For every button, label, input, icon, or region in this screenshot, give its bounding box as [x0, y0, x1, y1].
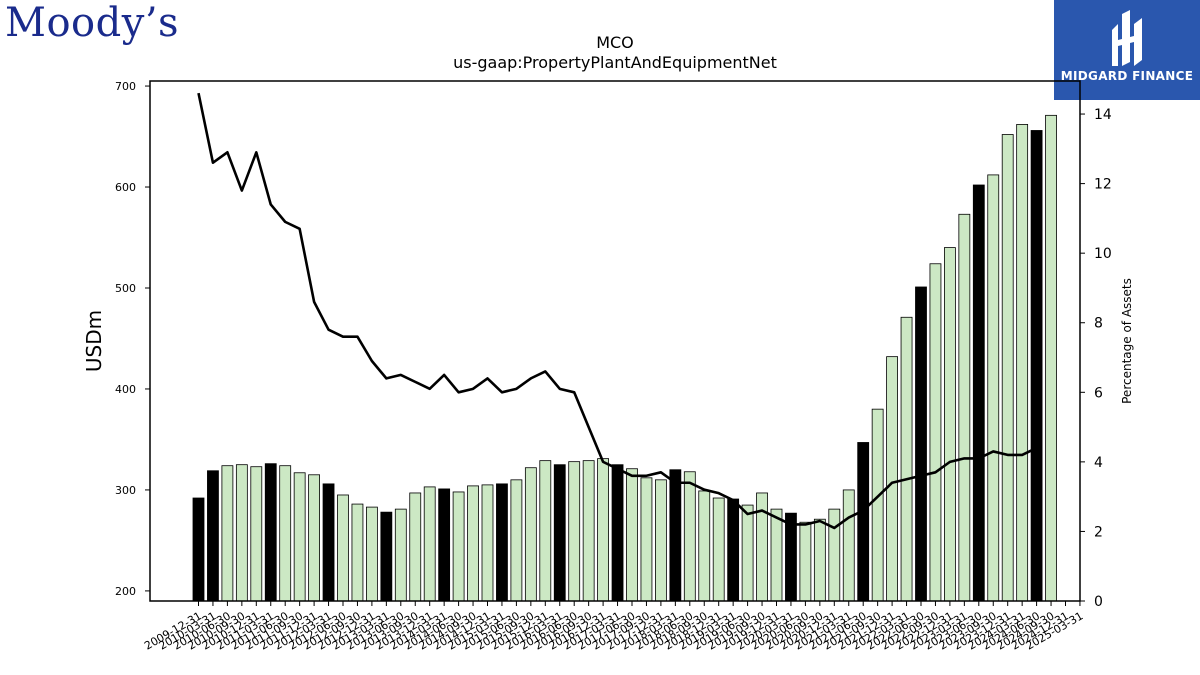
bar: [308, 474, 321, 602]
bar: [1001, 134, 1014, 602]
bar: [582, 460, 595, 602]
bar: [944, 247, 956, 602]
bar: [958, 213, 971, 602]
bar: [394, 508, 407, 602]
y-axis: 200 300 400 500 600 700: [115, 80, 150, 598]
bar: [481, 484, 494, 602]
bar: [438, 488, 451, 602]
y-tick-label: 300: [115, 484, 136, 497]
bar: [712, 497, 725, 602]
midgard-finance-logo: MIDGARD FINANCE: [1054, 0, 1200, 100]
bar: [669, 469, 682, 602]
bar: [322, 483, 335, 602]
midgard-finance-text: MIDGARD FINANCE: [1060, 69, 1194, 83]
bar: [813, 518, 826, 602]
bar: [423, 486, 436, 602]
y2-tick-label: 6: [1094, 385, 1103, 401]
bar: [221, 465, 234, 602]
bar: [192, 497, 205, 602]
y2-tick-label: 14: [1094, 107, 1112, 123]
bar: [871, 408, 884, 602]
bar: [496, 483, 508, 602]
y2-axis-label: Percentage of Assets: [1120, 278, 1134, 404]
percentage-line: [197, 92, 1038, 530]
bar: [741, 504, 754, 602]
bar: [380, 511, 393, 602]
bar: [279, 465, 292, 602]
y-tick-label: 700: [115, 80, 136, 93]
y2-tick-label: 2: [1094, 524, 1103, 540]
moodys-logo-text: Moody’s: [5, 0, 180, 46]
bar: [626, 468, 638, 602]
y-tick-label: 500: [115, 282, 136, 295]
bar: [683, 471, 696, 602]
bar: [250, 466, 263, 602]
x-axis: 2009-12-312010-03-312010-06-302010-09-30…: [142, 601, 1085, 653]
bar: [264, 463, 277, 602]
bar: [207, 470, 219, 602]
chart-subtitle: us-gaap:PropertyPlantAndEquipmentNet: [453, 53, 777, 72]
y-tick-label: 200: [115, 585, 136, 598]
bar: [597, 458, 609, 602]
bar: [915, 286, 927, 602]
bar: [568, 461, 581, 602]
line-group: [197, 92, 1038, 530]
y2-tick-label: 4: [1094, 455, 1103, 471]
midgard-emblem-icon: [1112, 10, 1142, 66]
bar: [929, 263, 942, 602]
bar: [640, 477, 653, 602]
bar: [987, 174, 1000, 602]
bar: [756, 492, 768, 602]
y-axis-label: USDm: [82, 310, 106, 372]
y-tick-label: 600: [115, 181, 136, 194]
chart-title: MCO: [596, 33, 634, 52]
bar: [770, 508, 783, 602]
y2-tick-label: 12: [1094, 177, 1112, 193]
bar: [539, 460, 552, 602]
bar: [524, 467, 537, 602]
moodys-logo: Moody’s: [5, 0, 179, 46]
y-tick-label: 400: [115, 383, 136, 396]
bar: [510, 479, 523, 602]
y2-axis: 0 2 4 6 8 10 12 14: [1080, 107, 1112, 610]
bar: [698, 490, 711, 602]
bar: [1030, 130, 1043, 602]
bar: [452, 491, 465, 602]
bar: [785, 512, 797, 602]
bar: [467, 485, 479, 602]
bar: [886, 356, 898, 602]
bar: [799, 521, 812, 602]
bar: [1016, 124, 1029, 602]
y2-tick-label: 8: [1094, 316, 1103, 332]
bar: [655, 479, 667, 602]
bar: [365, 506, 378, 602]
bar: [293, 472, 306, 602]
bar: [842, 489, 855, 602]
bar: [1045, 114, 1057, 602]
bar: [900, 316, 913, 602]
y2-tick-label: 0: [1094, 594, 1103, 610]
bar: [611, 464, 624, 602]
bar: [235, 464, 248, 602]
plot-frame: [149, 80, 1081, 602]
bar: [553, 464, 566, 602]
bars-group: [192, 114, 1057, 602]
bar: [972, 184, 985, 602]
y2-tick-label: 10: [1094, 246, 1112, 262]
bar: [828, 508, 841, 602]
bar: [409, 492, 422, 602]
bar: [857, 442, 870, 602]
bar: [351, 503, 364, 602]
bar: [337, 494, 349, 602]
bar: [727, 498, 740, 602]
